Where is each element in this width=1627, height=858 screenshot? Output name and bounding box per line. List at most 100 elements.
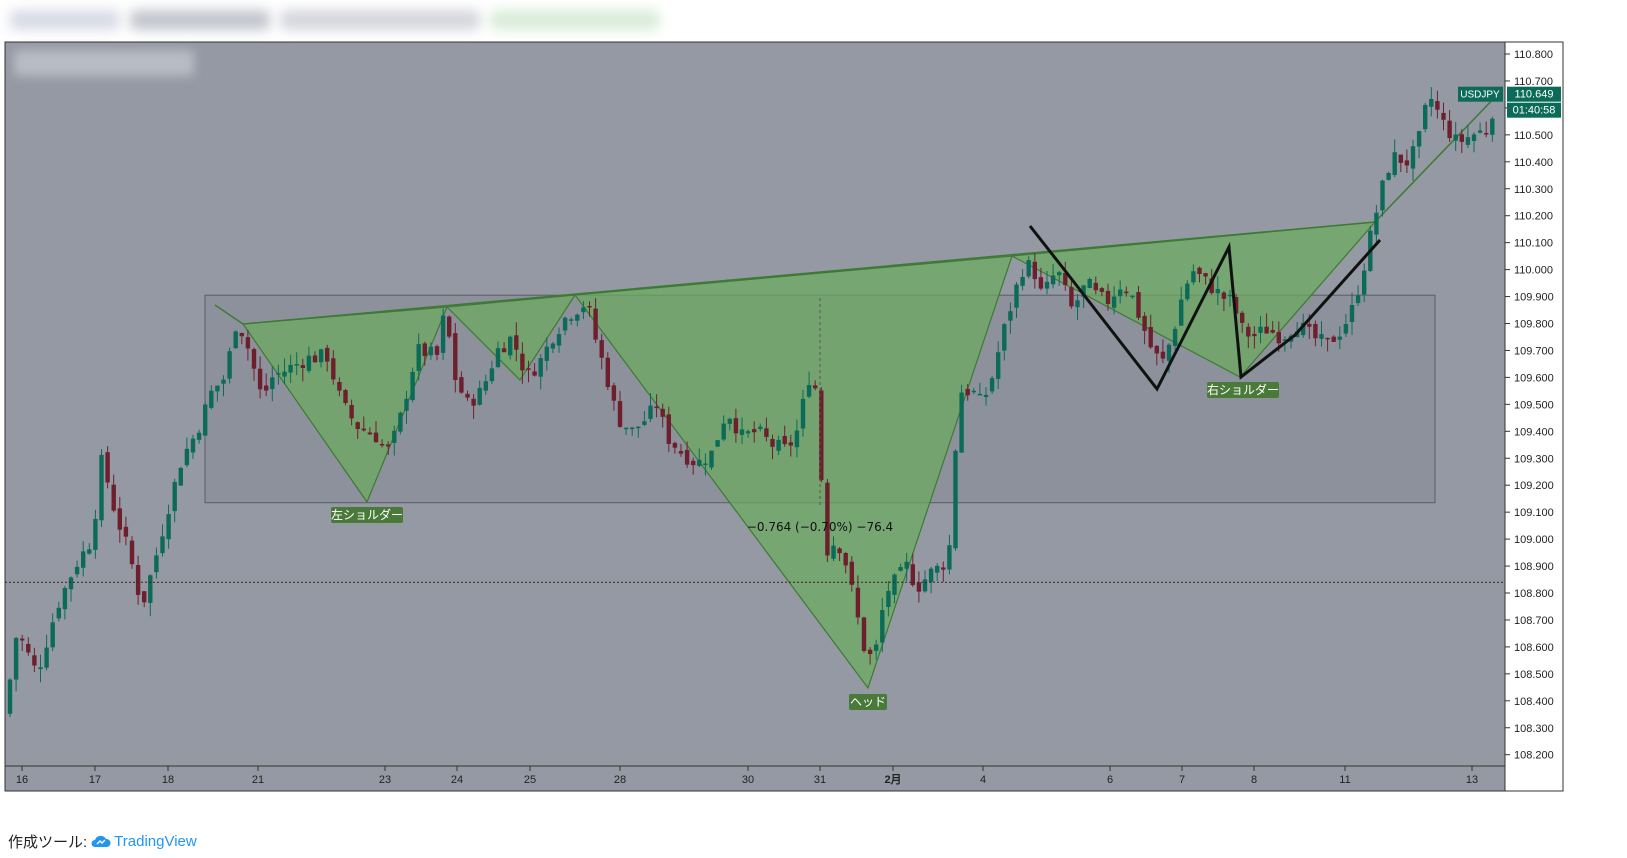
candle-body xyxy=(404,398,409,411)
x-tick-label: 4 xyxy=(980,774,986,786)
x-tick-label: 13 xyxy=(1466,774,1478,786)
candle-body xyxy=(56,607,61,619)
time-axis-background xyxy=(5,766,1505,791)
label-right_shoulder: 右ショルダー xyxy=(1207,382,1279,397)
candle-body xyxy=(630,427,635,430)
candle-body xyxy=(684,449,690,465)
candle-body xyxy=(1227,294,1233,297)
time-axis: 16 17 18 21 23 24 25 28 30 31 2月 4 6 7 8 11 13 xyxy=(16,766,1478,786)
candle-body xyxy=(1252,333,1257,337)
candle-body xyxy=(239,333,244,337)
y-tick-label: 109.200 xyxy=(1514,480,1554,492)
candle-body xyxy=(678,451,684,454)
candle-body xyxy=(1404,160,1410,166)
candle-body xyxy=(1075,300,1080,308)
candle-body xyxy=(819,390,824,481)
y-tick-label: 108.500 xyxy=(1514,669,1554,681)
candle-body xyxy=(1032,261,1037,280)
candle-body xyxy=(99,454,104,521)
y-tick-label: 110.200 xyxy=(1514,211,1553,223)
candle-body xyxy=(837,548,842,554)
candle-body xyxy=(1209,278,1214,294)
candle-body xyxy=(831,545,836,559)
candle-body xyxy=(1319,334,1324,339)
candle-body xyxy=(166,514,171,540)
y-tick-label: 109.100 xyxy=(1514,507,1554,519)
candle-body xyxy=(721,423,726,440)
candle-body xyxy=(148,575,153,603)
candle-body xyxy=(892,574,897,595)
y-tick-label: 109.400 xyxy=(1514,426,1554,438)
candle-body xyxy=(569,319,574,321)
candle-body xyxy=(270,377,275,389)
measure-label: −0.764 (−0.70%) −76.4 xyxy=(747,520,893,534)
candle-body xyxy=(1118,289,1123,297)
y-tick-label: 110.000 xyxy=(1514,265,1553,277)
candle-body xyxy=(1111,296,1117,308)
countdown-label: 01:40:58 xyxy=(1513,105,1556,117)
candle-body xyxy=(941,567,946,570)
candle-body xyxy=(1484,133,1489,135)
candle-body xyxy=(343,390,348,403)
candle-body xyxy=(379,444,385,446)
candle-body xyxy=(331,358,336,380)
candle-body xyxy=(32,655,37,666)
candle-body xyxy=(642,421,647,425)
y-tick-label: 108.700 xyxy=(1514,615,1554,627)
x-tick-label: 6 xyxy=(1107,774,1113,786)
candle-body xyxy=(581,307,586,313)
candle-body xyxy=(1423,104,1428,130)
neckline xyxy=(242,221,1376,325)
candle-body xyxy=(611,385,617,401)
candle-body xyxy=(593,308,598,340)
pattern-triangle-3 xyxy=(573,255,1013,690)
candle-body xyxy=(154,555,159,573)
candle-body xyxy=(196,432,202,440)
candle-body xyxy=(1087,279,1092,288)
x-tick-label: 30 xyxy=(742,774,754,786)
candle-body xyxy=(1154,345,1159,354)
candle-body xyxy=(867,649,873,654)
candle-body xyxy=(849,561,854,585)
candle-body xyxy=(184,448,190,466)
candle-body xyxy=(257,368,263,390)
candle-body xyxy=(1380,180,1385,211)
candle-body xyxy=(1172,328,1178,346)
x-tick-label: 23 xyxy=(379,774,391,786)
x-tick-label: 17 xyxy=(89,774,101,786)
candle-body xyxy=(1020,277,1025,286)
candle-body xyxy=(1282,339,1288,341)
candle-body xyxy=(355,422,360,429)
candle-body xyxy=(886,590,891,607)
candle-body xyxy=(245,337,251,349)
candle-body xyxy=(276,373,281,375)
blurred-tab xyxy=(130,10,270,30)
candle-body xyxy=(1429,99,1434,107)
candle-body xyxy=(142,591,147,603)
y-tick-label: 108.300 xyxy=(1514,723,1554,735)
candle-body xyxy=(1038,277,1044,289)
tradingview-link[interactable]: TradingView xyxy=(91,833,197,850)
y-tick-label: 108.800 xyxy=(1514,588,1554,600)
candle-body xyxy=(227,351,232,379)
chart-frame xyxy=(4,41,1564,792)
candle-body xyxy=(654,406,659,409)
candle-body xyxy=(282,371,287,377)
candle-body xyxy=(1301,322,1306,336)
candle-body xyxy=(447,316,452,337)
candle-body xyxy=(1093,282,1098,291)
candle-body xyxy=(1331,336,1336,342)
candle-body xyxy=(264,385,269,391)
blurred-tab xyxy=(280,10,480,30)
footer-prefix: 作成ツール: xyxy=(8,833,88,851)
candle-body xyxy=(74,566,80,575)
candle-body xyxy=(770,439,775,447)
candle-body xyxy=(20,638,25,641)
candle-body xyxy=(526,368,531,370)
candle-body xyxy=(935,565,940,573)
candle-body xyxy=(1050,275,1056,285)
candle-body xyxy=(300,365,305,368)
candle-body xyxy=(666,414,671,444)
